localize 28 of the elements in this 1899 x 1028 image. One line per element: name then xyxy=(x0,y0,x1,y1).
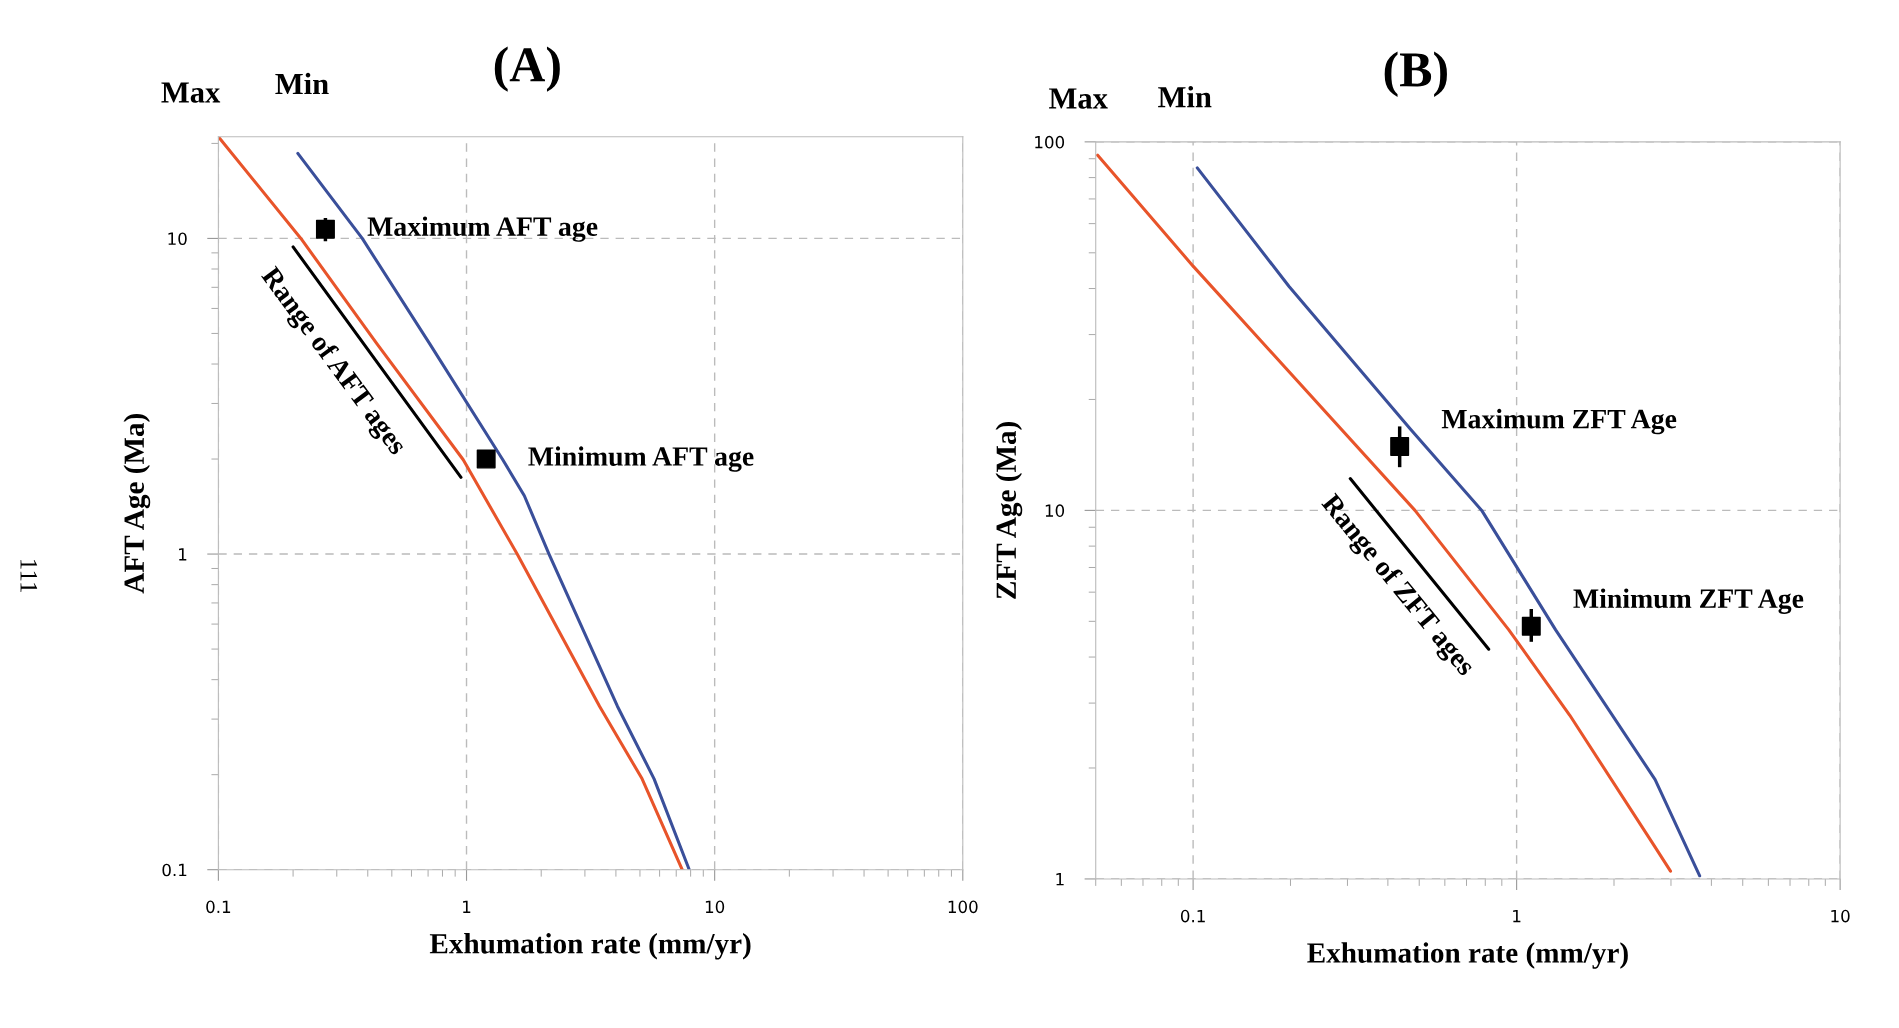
text: 111 xyxy=(20,560,38,592)
annotation: Min xyxy=(275,72,329,95)
annotation: Minimum AFT age xyxy=(528,446,754,472)
y-tick-label: 10 xyxy=(168,232,187,245)
x-tick-label: 0.1 xyxy=(206,900,231,914)
y-tick-label: 1 xyxy=(1056,873,1064,886)
x-tick-label: 1 xyxy=(463,900,471,913)
annotation: Minimum ZFT Age xyxy=(1573,588,1804,614)
x-axis-title: Exhumation rate (mm/yr) xyxy=(1307,942,1628,969)
chart-title: (A) xyxy=(494,46,560,92)
y-tick-label: 1 xyxy=(179,548,187,561)
annotation: Max xyxy=(1049,88,1108,109)
x-tick-label: 100 xyxy=(948,900,978,914)
y-tick-label: 10 xyxy=(1045,504,1065,517)
x-tick-label: 10 xyxy=(1831,909,1850,923)
y-axis-title: ZFT Age (Ma) xyxy=(995,422,1023,599)
y-axis-title: AFT Age (Ma) xyxy=(123,414,151,594)
chart-title: (B) xyxy=(1384,51,1447,97)
annotation: Maximum AFT age xyxy=(367,216,598,242)
annotation: Maximum ZFT Age xyxy=(1441,408,1677,435)
annotation: Max xyxy=(161,82,221,103)
y-tick-label: 0.1 xyxy=(162,863,187,877)
x-tick-label: 10 xyxy=(705,900,725,914)
annotation: Min xyxy=(1158,85,1212,108)
y-tick-label: 100 xyxy=(1035,135,1065,149)
x-tick-label: 1 xyxy=(1513,910,1521,923)
x-tick-label: 0.1 xyxy=(1180,909,1205,923)
x-axis-title: Exhumation rate (mm/yr) xyxy=(429,933,751,960)
